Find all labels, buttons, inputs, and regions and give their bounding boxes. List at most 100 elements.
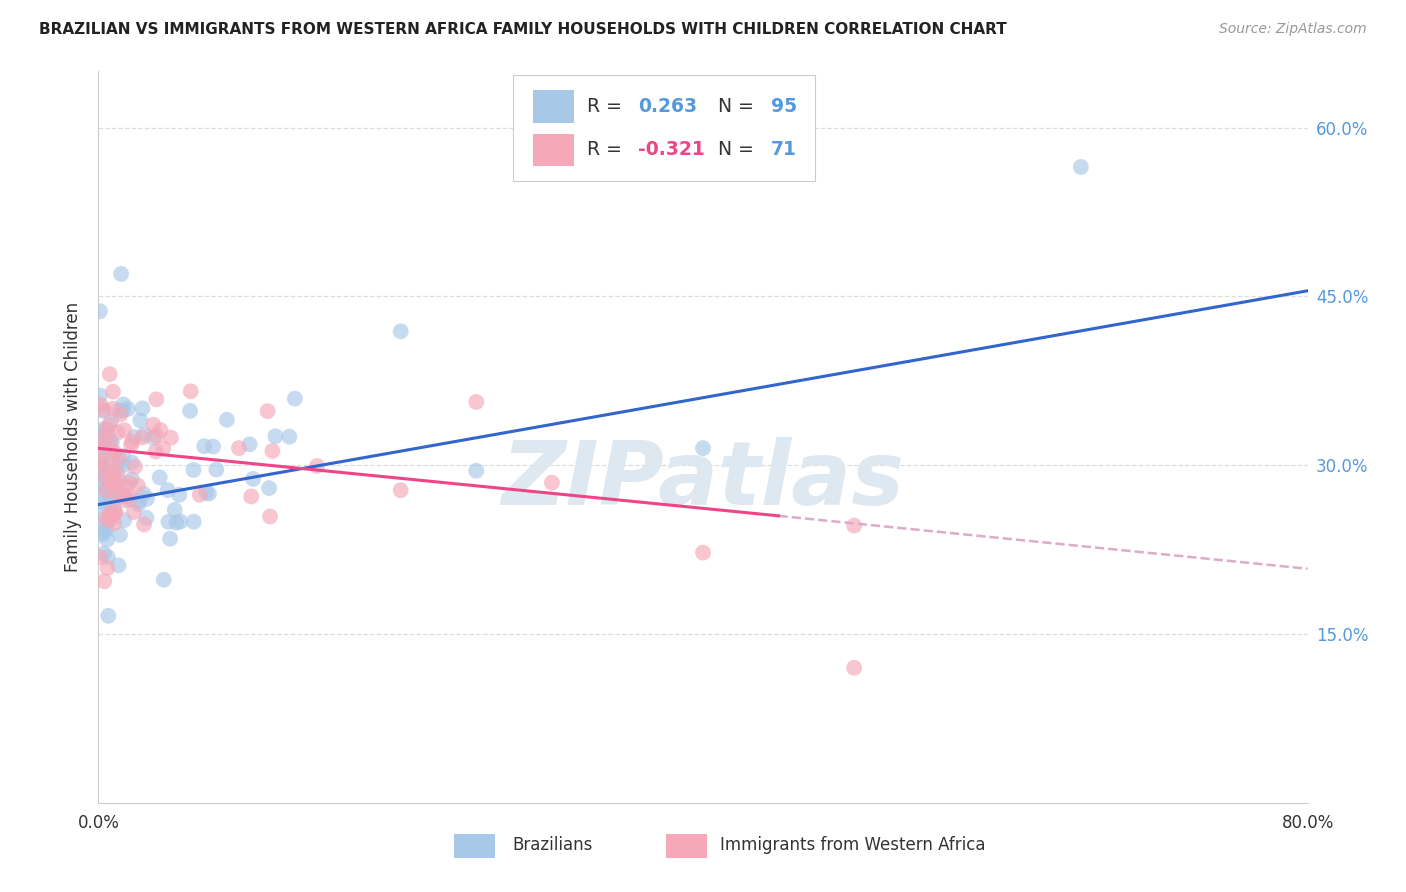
Text: Source: ZipAtlas.com: Source: ZipAtlas.com [1219,22,1367,37]
Point [540,475,562,490]
Point [128,494,150,508]
Point [142,417,165,432]
Point [228,441,250,455]
Point [100,496,122,510]
Point [118,492,141,507]
Point [149,423,172,437]
Point [104,506,127,520]
Point [103,469,125,483]
Y-axis label: Family Households with Children: Family Households with Children [63,302,82,572]
Point [389,324,412,338]
Point [89,388,111,402]
Point [90,458,112,472]
Point [105,466,128,480]
Point [107,473,129,487]
Point [101,384,124,399]
Point [103,516,125,531]
FancyBboxPatch shape [665,834,707,858]
Point [90,458,112,472]
Point [89,464,111,478]
Point [145,444,167,458]
Point [1070,160,1092,174]
Point [100,452,122,467]
Point [103,444,125,458]
Text: Immigrants from Western Africa: Immigrants from Western Africa [720,836,986,855]
Point [93,496,115,510]
Point [160,431,183,445]
Point [91,527,114,541]
Point [101,401,124,416]
FancyBboxPatch shape [454,834,495,858]
Point [100,466,122,480]
Point [101,471,124,485]
Text: R =: R = [586,140,628,159]
Point [105,478,128,492]
Point [96,483,118,498]
Text: 0.263: 0.263 [638,97,697,116]
Point [163,503,186,517]
Point [96,522,118,536]
Text: R =: R = [586,97,628,116]
Point [278,430,301,444]
Point [96,423,118,437]
Point [205,462,228,476]
Point [91,437,114,451]
Point [142,431,165,445]
Point [107,425,129,440]
Point [89,466,111,480]
Point [114,479,136,493]
Point [256,404,278,418]
Point [96,561,118,575]
Point [105,482,128,496]
Point [122,430,145,444]
Point [111,404,134,418]
Point [111,490,134,504]
Text: N =: N = [717,140,759,159]
Point [107,558,129,573]
Point [97,436,120,450]
Point [135,511,157,525]
Point [97,608,120,623]
Point [89,488,111,502]
Point [108,528,131,542]
Point [156,483,179,497]
Point [89,519,111,533]
Point [202,440,225,454]
Point [179,404,201,418]
Point [104,449,127,463]
Point [188,488,211,502]
Point [121,456,143,470]
Point [110,408,132,422]
Point [98,367,121,381]
Point [112,423,135,437]
Point [307,458,329,473]
Point [120,438,142,452]
Point [96,515,118,529]
Point [108,451,131,466]
Point [112,489,135,503]
FancyBboxPatch shape [533,134,574,166]
Point [98,475,121,489]
Point [91,478,114,492]
Point [89,398,111,412]
Point [107,458,129,472]
Point [692,546,714,560]
Text: N =: N = [717,97,759,116]
Point [121,472,143,486]
Point [94,470,117,484]
Point [131,401,153,416]
Point [93,574,115,589]
Point [101,476,124,491]
Point [97,475,120,490]
Point [145,392,167,407]
Text: Brazilians: Brazilians [512,836,592,855]
Text: BRAZILIAN VS IMMIGRANTS FROM WESTERN AFRICA FAMILY HOUSEHOLDS WITH CHILDREN CORR: BRAZILIAN VS IMMIGRANTS FROM WESTERN AFR… [39,22,1007,37]
Point [93,547,115,561]
Point [118,489,141,503]
Point [132,517,155,532]
Point [89,458,111,472]
Point [183,515,205,529]
Point [108,403,131,417]
Point [105,487,128,501]
Point [465,464,488,478]
